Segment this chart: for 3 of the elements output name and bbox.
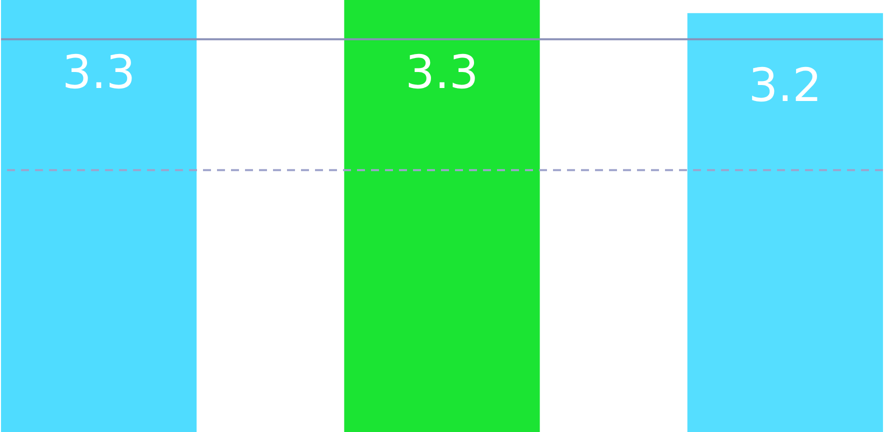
data-label: 3.3 [405,45,479,99]
data-label: 3.3 [62,45,136,99]
data-label: 3.2 [748,58,822,112]
